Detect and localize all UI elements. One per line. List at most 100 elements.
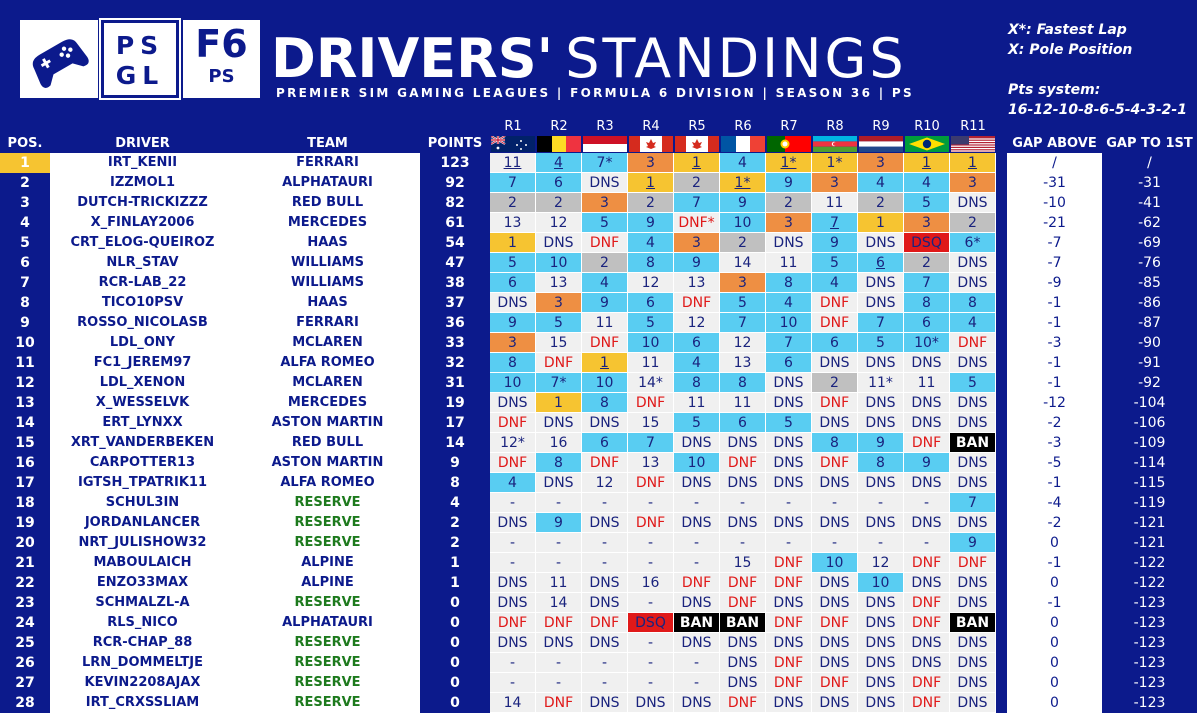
gap-above-cell: -10 [1007, 193, 1102, 213]
race-result-r2: 2 [536, 193, 582, 213]
position-cell: 12 [15, 375, 35, 391]
race-result-r10: - [904, 533, 950, 553]
race-result-r1: - [490, 673, 536, 693]
team-name: WILLIAMS [235, 273, 420, 293]
gap-above-cell: 0 [1007, 673, 1102, 693]
race-result-r9: DNS [858, 393, 904, 413]
points-cell: 32 [420, 353, 490, 373]
race-result-r5: 5 [674, 413, 720, 433]
gap-to-first-cell: -90 [1102, 333, 1197, 353]
gap-to-first-cell: -121 [1102, 533, 1197, 553]
f6-logo-text: F6 [195, 22, 248, 66]
race-result-r4: - [628, 533, 674, 553]
team-name: WILLIAMS [235, 253, 420, 273]
race-result-r6: DNS [720, 473, 766, 493]
standings-row: 8 TICO10PSV HAAS 37 DNS 3 9 6 DNF 5 4 DNF DNS 8 8 -1 -86 [0, 293, 1197, 313]
race-result-r3: 7* [582, 153, 628, 173]
race-result-r4: 12 [628, 273, 674, 293]
standings-row: 22 ENZO33MAX ALPINE 1 DNS 11 DNS 16 DNF DNF DNF DNS… [0, 573, 1197, 593]
legend-pts-label: Pts system: [1008, 82, 1101, 98]
race-result-r3: 12 [582, 473, 628, 493]
page-title: DRIVERS' STANDINGS [271, 26, 907, 92]
race-result-r7: 7 [766, 333, 812, 353]
race-result-r6: 8 [720, 373, 766, 393]
race-result-r1: 5 [490, 253, 536, 273]
gap-above-cell: 0 [1007, 693, 1102, 713]
race-result-r1: DNS [490, 393, 536, 413]
gap-to-first-cell: -31 [1102, 173, 1197, 193]
race-result-r2: 5 [536, 313, 582, 333]
race-result-r6: DNF [720, 573, 766, 593]
gap-above-cell: -1 [1007, 593, 1102, 613]
driver-name: ROSSO_NICOLASB [50, 313, 235, 333]
race-result-r11: 4 [950, 313, 996, 333]
legend-fastest-lap: X*: Fastest Lap [1008, 22, 1127, 38]
race-result-r7: 9 [766, 173, 812, 193]
driver-name: ERT_LYNXX [50, 413, 235, 433]
race-result-r5: 8 [674, 373, 720, 393]
race-result-r11: 8 [950, 293, 996, 313]
position-cell: 13 [15, 395, 35, 411]
race-result-r10: DNS [904, 473, 950, 493]
race-result-r2: 6 [536, 173, 582, 193]
race-result-r4: 8 [628, 253, 674, 273]
points-cell: 0 [420, 633, 490, 653]
gap-to-first-cell: -104 [1102, 393, 1197, 413]
race-result-r3: DNS [582, 573, 628, 593]
race-result-r6: DNS [720, 653, 766, 673]
team-name: RESERVE [235, 673, 420, 693]
points-cell: 61 [420, 213, 490, 233]
race-result-r7: DNF [766, 613, 812, 633]
race-result-r2: - [536, 533, 582, 553]
team-name: RESERVE [235, 533, 420, 553]
psgl-logo: PS GL [99, 18, 181, 100]
round-label-r1: R1 [504, 119, 522, 134]
team-name: ALPHATAURI [235, 613, 420, 633]
race-result-r4: 11 [628, 353, 674, 373]
race-result-r8: 2 [812, 373, 858, 393]
race-result-r3: 2 [582, 253, 628, 273]
race-result-r7: DNF [766, 673, 812, 693]
points-cell: 2 [420, 513, 490, 533]
driver-name: CRT_ELOG-QUEIROZ [50, 233, 235, 253]
race-result-r5: 10 [674, 453, 720, 473]
team-name: RESERVE [235, 493, 420, 513]
race-result-r2: 15 [536, 333, 582, 353]
team-name: FERRARI [235, 313, 420, 333]
race-result-r5: 7 [674, 193, 720, 213]
gap-to-first-cell: -76 [1102, 253, 1197, 273]
gap-to-first-cell: -123 [1102, 693, 1197, 713]
race-result-r8: DNS [812, 413, 858, 433]
race-result-r6: 7 [720, 313, 766, 333]
race-result-r7: 6 [766, 353, 812, 373]
gap-to-first-cell: -123 [1102, 593, 1197, 613]
position-cell: 23 [15, 595, 35, 611]
race-result-r6: 5 [720, 293, 766, 313]
gap-above-cell: -1 [1007, 473, 1102, 493]
gap-to-first-cell: -121 [1102, 513, 1197, 533]
gap-above-cell: 0 [1007, 653, 1102, 673]
race-result-r10: DNS [904, 513, 950, 533]
race-result-r1: 1 [490, 233, 536, 253]
team-name: RED BULL [235, 193, 420, 213]
position-cell: 9 [20, 315, 30, 331]
race-result-r9: DNS [858, 653, 904, 673]
race-result-r2: 14 [536, 593, 582, 613]
gap-above-cell: -1 [1007, 353, 1102, 373]
race-result-r11: DNS [950, 573, 996, 593]
race-result-r8: 1* [812, 153, 858, 173]
driver-name: TICO10PSV [50, 293, 235, 313]
race-result-r6: 15 [720, 553, 766, 573]
position-cell: 19 [15, 515, 35, 531]
position-cell: 1 [0, 153, 50, 173]
gap-to-first-cell: -119 [1102, 493, 1197, 513]
race-result-r4: 7 [628, 433, 674, 453]
race-result-r9: DNS [858, 353, 904, 373]
race-result-r2: 9 [536, 513, 582, 533]
points-cell: 37 [420, 293, 490, 313]
race-result-r3: - [582, 673, 628, 693]
race-result-r5: - [674, 653, 720, 673]
race-result-r7: 3 [766, 213, 812, 233]
position-cell: 27 [15, 675, 35, 691]
page-title-light: STANDINGS [565, 27, 907, 90]
